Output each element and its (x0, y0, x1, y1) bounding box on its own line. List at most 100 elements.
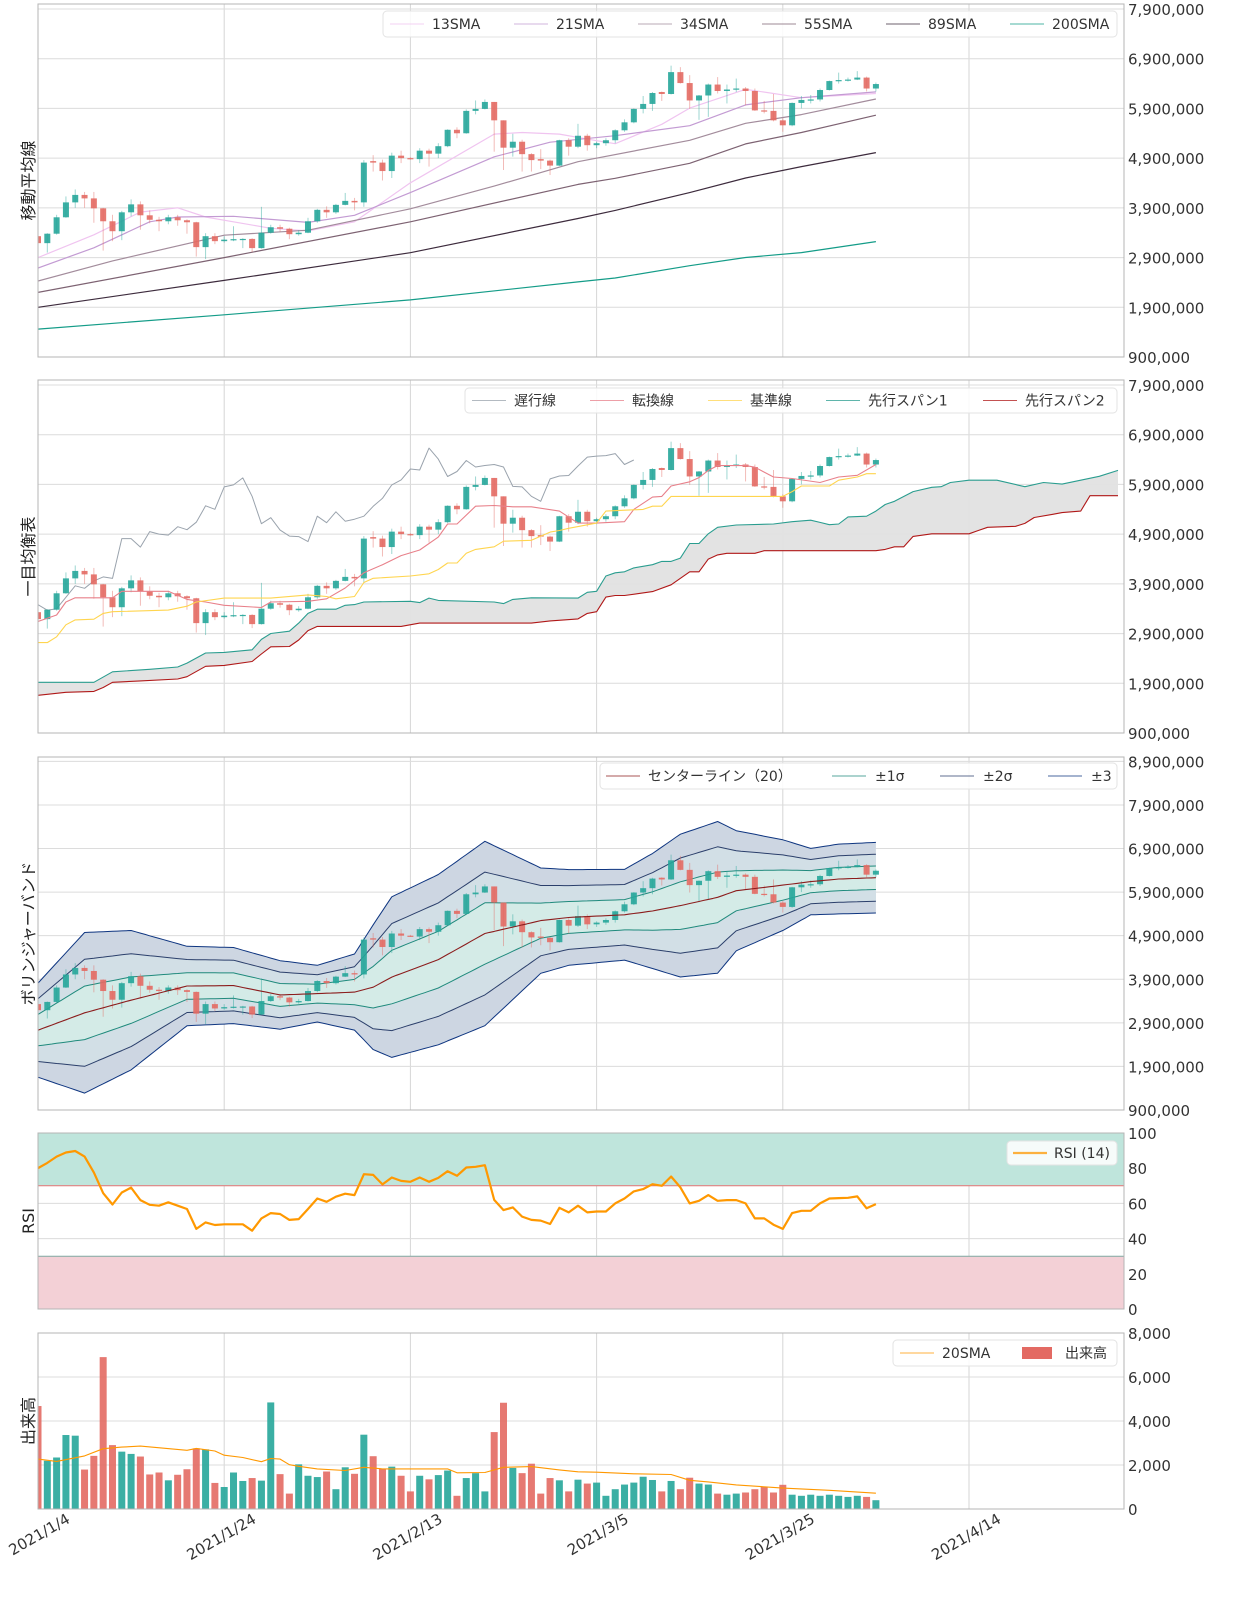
volume-bar (472, 1473, 480, 1509)
candle-body (137, 204, 144, 216)
candle (100, 207, 107, 251)
y-tick-label: 60 (1128, 1195, 1147, 1213)
candle-body (640, 888, 647, 893)
candle-body (444, 910, 451, 926)
candle-body (547, 937, 554, 943)
candle-body (602, 919, 609, 923)
candle-body (90, 198, 97, 209)
candle-body (751, 91, 758, 111)
candle-body (733, 88, 740, 90)
legend-item: 89SMA (886, 17, 977, 33)
candle-body (826, 457, 833, 467)
volume-bar (416, 1475, 424, 1509)
candle (156, 216, 163, 232)
candle (854, 71, 861, 81)
volume-bar (751, 1489, 759, 1509)
candle-body (500, 902, 507, 927)
y-tick-label: 6,900,000 (1128, 427, 1204, 445)
candle (118, 981, 125, 1008)
candle (221, 1004, 228, 1010)
candle-body (817, 875, 824, 885)
y-tick-label: 6,900,000 (1128, 51, 1204, 69)
candle-body (370, 537, 377, 539)
volume-bar (257, 1480, 265, 1509)
candle-body (556, 919, 563, 943)
sma-line-13SMA (38, 88, 876, 259)
volume-sma-line (38, 1445, 876, 1494)
candle (696, 880, 703, 903)
volume-bar (611, 1489, 619, 1509)
volume-bar (43, 1460, 51, 1509)
y-tick-label: 1,900,000 (1128, 1058, 1204, 1076)
candle-body (863, 865, 870, 875)
candle-body (100, 584, 107, 598)
panel-5: 0 2,000 4,000 6,000 8,000 出来高 (19, 1325, 1171, 1519)
candle-body (351, 973, 358, 975)
candle-body (370, 938, 377, 940)
candle (854, 447, 861, 457)
volume-bar (863, 1496, 871, 1509)
volume-bar (174, 1474, 182, 1509)
legend-label: 先行スパン1 (868, 394, 948, 410)
candle-body (705, 460, 712, 472)
y-tick-label: 6,900,000 (1128, 841, 1204, 859)
candle (109, 590, 116, 618)
candle-body (770, 486, 777, 497)
panel-4: 0 20 40 60 80 100 RSI (19, 1125, 1157, 1319)
plot-area (38, 1133, 1124, 1309)
candle-body (854, 453, 861, 456)
candle (258, 206, 265, 249)
x-tick-label: 2021/2/13 (370, 1510, 446, 1564)
candle (407, 934, 414, 937)
y-axis-title: 出来高 (19, 1397, 38, 1445)
candle (137, 201, 144, 230)
volume-bar (565, 1491, 573, 1509)
candle-body (342, 973, 349, 977)
candle-body (612, 130, 619, 141)
volume-bar (71, 1435, 79, 1509)
candle-body (798, 475, 805, 479)
candles (38, 441, 879, 636)
candle (165, 985, 172, 994)
candle-body (574, 916, 581, 926)
candle (574, 499, 581, 525)
candle (528, 931, 535, 948)
candle-body (817, 466, 824, 476)
candle (267, 224, 274, 234)
sma-line-21SMA (38, 91, 876, 269)
candle-body (714, 871, 721, 877)
candle (649, 92, 656, 111)
volume-bar (816, 1495, 824, 1509)
candle-body (156, 595, 163, 598)
candle-body (398, 531, 405, 535)
candle-body (426, 929, 433, 932)
candle-body (258, 232, 265, 249)
candle-body (565, 516, 572, 523)
candle (360, 160, 367, 207)
volume-bar (313, 1477, 321, 1509)
y-axis-title: RSI (19, 1208, 38, 1234)
panel-frame (37, 1132, 1125, 1310)
candle (416, 148, 423, 164)
legend-item: 34SMA (638, 17, 729, 33)
candle-body (221, 615, 228, 618)
candle (286, 227, 293, 240)
candle-body (556, 516, 563, 542)
legend-item: 55SMA (762, 17, 853, 33)
candle (556, 139, 563, 167)
candle-body (714, 460, 721, 468)
candle (81, 567, 88, 584)
volume-bar (872, 1500, 880, 1509)
candle-body (165, 593, 172, 598)
candle (677, 443, 684, 460)
candle (416, 926, 423, 941)
volume-bar (388, 1466, 396, 1509)
candle-body (463, 486, 470, 510)
candle-body (90, 970, 97, 980)
candle-body (584, 511, 591, 522)
candle (379, 159, 386, 181)
candle (323, 977, 330, 988)
candle (668, 65, 675, 95)
volume-bar (164, 1480, 172, 1509)
candle-body (435, 522, 442, 530)
